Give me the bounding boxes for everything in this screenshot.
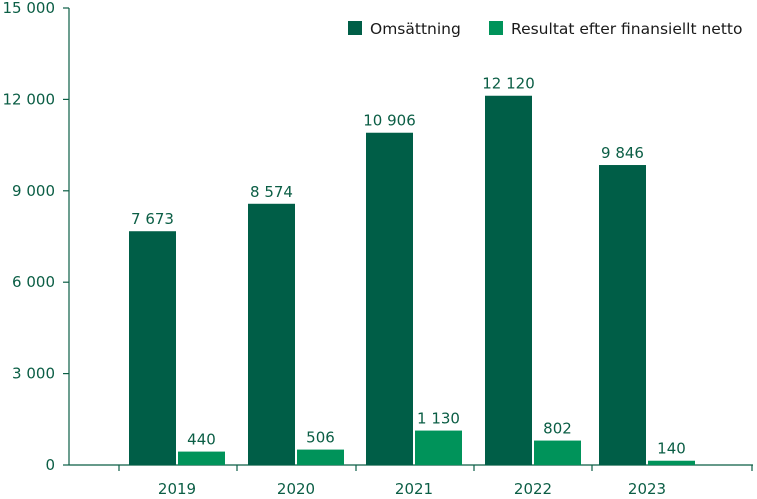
x-tick-label: 2021	[395, 480, 433, 498]
bar	[297, 449, 344, 465]
bar	[599, 165, 646, 465]
y-tick-label: 12 000	[3, 90, 56, 108]
bar	[366, 132, 413, 465]
data-label: 802	[543, 420, 572, 438]
x-tick-label: 2022	[514, 480, 552, 498]
bar	[485, 95, 532, 465]
data-label: 8 574	[250, 183, 293, 201]
bar	[129, 231, 176, 465]
x-tick-label: 2023	[628, 480, 666, 498]
legend-swatch	[489, 21, 503, 35]
axes: 0 3 000 6 000 9 000 12 000 15 000 2019 2020 2021…	[3, 0, 753, 498]
y-tick-label: 3 000	[12, 365, 55, 383]
legend-swatch	[348, 21, 362, 35]
y-tick-label: 0	[45, 456, 55, 474]
y-tick-label: 9 000	[12, 182, 55, 200]
data-label: 140	[657, 440, 686, 458]
bars	[129, 95, 695, 465]
data-label: 9 846	[601, 144, 644, 162]
bar	[178, 451, 225, 465]
legend-label: Resultat efter finansiellt netto	[511, 20, 742, 38]
bar	[648, 460, 695, 465]
legend-label: Omsättning	[370, 20, 461, 38]
data-label: 7 673	[131, 210, 174, 228]
data-label: 506	[306, 429, 335, 447]
data-label: 1 130	[417, 410, 460, 428]
bar	[534, 440, 581, 465]
legend: Omsättning Resultat efter finansiellt net…	[348, 20, 742, 38]
y-tick-label: 15 000	[3, 0, 56, 17]
bar	[248, 203, 295, 465]
data-label: 12 120	[482, 75, 535, 93]
data-label: 440	[187, 431, 216, 449]
data-label: 10 906	[363, 112, 416, 130]
x-tick-label: 2019	[158, 480, 196, 498]
bar	[415, 430, 462, 465]
data-labels: 7 673 8 574 10 906 12 120 9 846 440 506 1 130 80…	[131, 75, 686, 458]
x-tick-label: 2020	[277, 480, 315, 498]
y-tick-label: 6 000	[12, 273, 55, 291]
